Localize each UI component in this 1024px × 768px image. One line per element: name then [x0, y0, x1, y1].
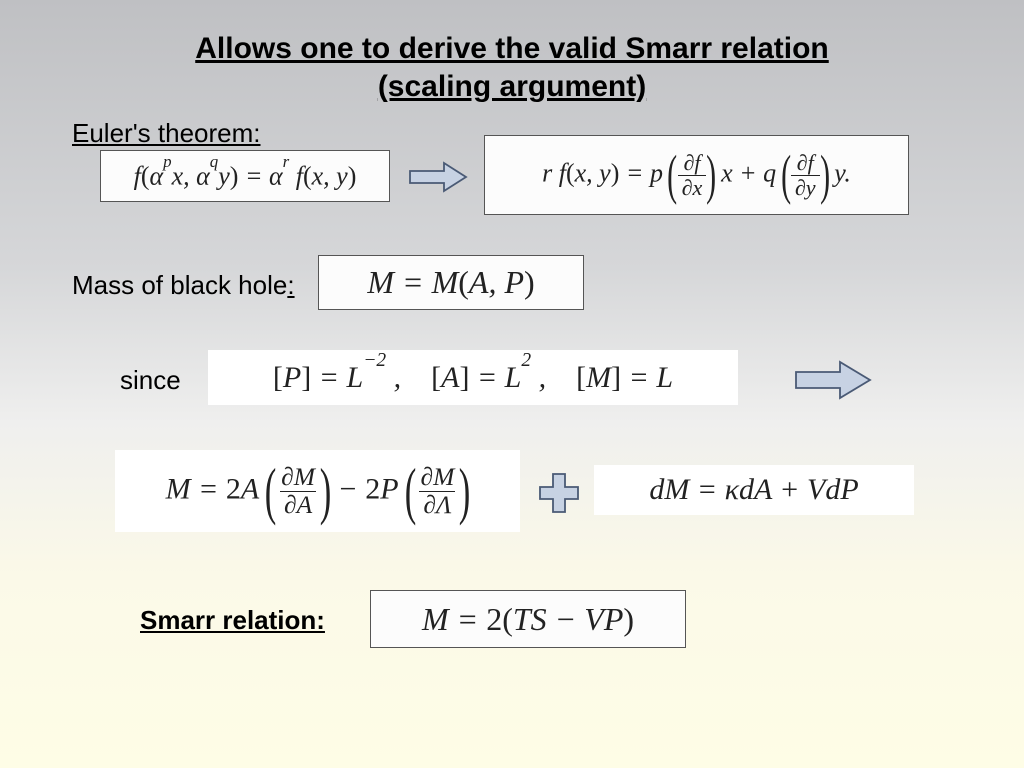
euler-theorem-label: Euler's theorem: — [72, 118, 261, 149]
arrow-right-icon — [404, 155, 474, 199]
plus-icon — [536, 470, 582, 516]
slide: Allows one to derive the valid Smarr rel… — [0, 0, 1024, 768]
title-line-1: Allows one to derive the valid Smarr rel… — [195, 32, 829, 65]
euler-lhs-equation: f(αpx, αqy) = αr f(x, y) — [100, 150, 390, 202]
since-label: since — [120, 365, 181, 396]
m-scaling-equation: M = 2A (∂M∂A) − 2P (∂M∂Λ) — [115, 450, 520, 532]
smarr-relation-label: Smarr relation: — [140, 605, 325, 636]
euler-rhs-equation: r f(x, y) = p (∂f∂x) x + q (∂f∂y) y. — [484, 135, 909, 215]
slide-title: Allows one to derive the valid Smarr rel… — [0, 30, 1024, 105]
dimensions-equation: [P] = L−2 , [A] = L2 , [M] = L — [208, 350, 738, 405]
mass-label: Mass of black hole: — [72, 270, 295, 301]
mass-equation: M = M(A, P) — [318, 255, 584, 310]
title-line-2: (scaling argument) — [378, 70, 646, 103]
arrow-shape — [410, 163, 466, 191]
dm-equation: dM = κdA + VdP — [594, 465, 914, 515]
smarr-equation: M = 2(TS − VP) — [370, 590, 686, 648]
plus-shape — [540, 474, 578, 512]
arrow-right-icon-2 — [790, 355, 880, 405]
arrow-shape — [796, 362, 870, 398]
